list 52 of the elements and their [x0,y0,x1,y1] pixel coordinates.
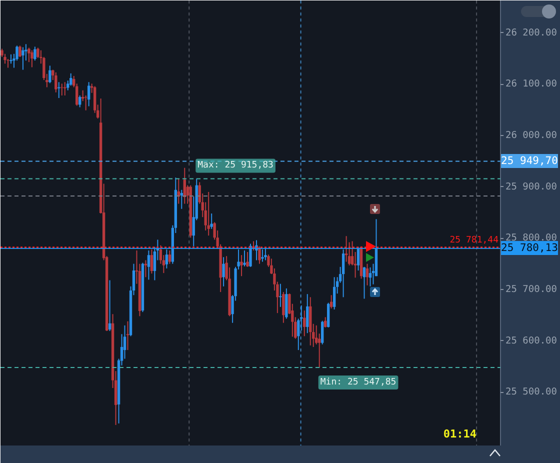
ref-line-label: 25 781,44 [450,236,499,246]
candlestick [30,50,34,68]
candlestick [48,65,52,84]
candlestick [58,82,60,99]
candlestick [324,316,327,328]
candlestick [70,72,72,86]
candlestick [108,280,112,332]
candlestick [10,54,12,64]
candlestick [78,94,82,108]
ref-line-label: 25 949,70 [501,154,558,168]
candlestick [210,213,213,230]
candlestick [4,53,6,64]
y-tick-label: 26 000.00 [506,130,558,141]
candlestick [321,320,324,345]
candlestick [326,302,330,328]
y-tick-label: 26 100.00 [506,78,558,90]
y-tick-label: 25 900.00 [506,181,558,192]
y-tick-label: 26 200.00 [506,27,558,38]
candlestick [330,294,333,309]
candlestick [332,276,336,310]
candlestick [240,254,243,277]
ref-line-label: 25 780,13 [501,240,558,255]
candlestick [60,83,64,96]
candlestick [28,47,30,63]
candlestick [303,310,306,337]
candlestick [22,46,24,70]
candlestick [54,72,58,93]
candlestick [222,256,225,287]
ref-line-label: Min: 25 547,85 [320,378,396,388]
candlestick [282,292,285,324]
candlestick [279,283,282,308]
candlestick [366,263,369,286]
candlestick [34,46,36,62]
candlestick [258,246,261,264]
candlestick [150,248,154,274]
candlestick [318,333,321,368]
candlestick [285,288,288,320]
candlestick [64,82,66,96]
y-tick-label: 25 700.00 [506,284,558,295]
y-tick-label: 25 600.00 [506,335,558,346]
candlestick [207,191,210,236]
candlestick [362,266,366,300]
ref-line-label: Max: 25 915,83 [198,160,274,171]
y-tick-label: 25 500.00 [506,386,558,398]
candlestick [306,294,309,334]
candlestick [246,252,249,268]
candlestick [368,266,372,287]
candlestick [126,320,130,351]
candlestick [168,250,172,264]
candlestick [18,45,22,58]
candlestick [87,82,90,107]
annotation: 01:14 [443,428,477,440]
